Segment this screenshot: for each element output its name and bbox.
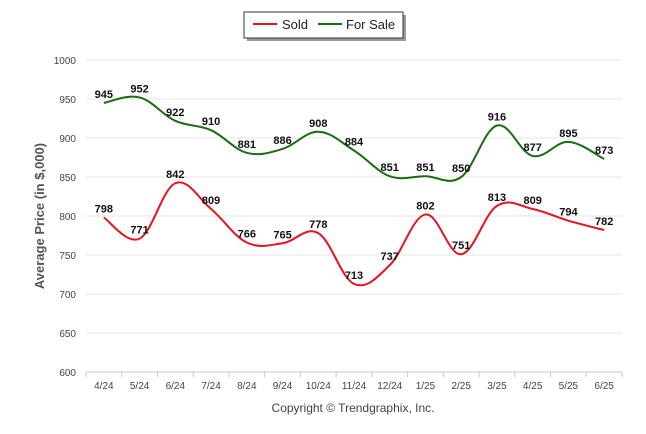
x-tick-label: 3/25 [487,381,507,392]
x-tick-labels: 4/24 5/24 6/24 7/24 8/24 9/24 10/24 11/24 12/24 1… [85,371,623,392]
data-point-for-sale [102,101,106,105]
data-label-for-sale: 916 [488,112,506,124]
series-line-for-sale [103,95,605,182]
data-label-sold: 713 [345,270,363,282]
data-point-sold [316,231,320,235]
data-label-for-sale: 884 [345,136,364,148]
data-point-sold [531,207,535,211]
data-label-sold: 809 [523,195,541,207]
data-point-sold [566,219,570,223]
data-label-for-sale: 895 [559,128,577,140]
x-tick-label: 6/24 [166,381,186,392]
data-point-for-sale [209,128,213,132]
y-tick-label: 850 [59,173,76,184]
series-line-sold [103,181,605,287]
data-label-sold: 737 [381,251,399,263]
data-label-for-sale: 945 [95,89,113,101]
data-label-for-sale: 850 [452,163,470,175]
x-tick-label: 8/24 [237,381,257,392]
data-point-for-sale [423,174,427,178]
y-tick-label: 700 [59,290,76,301]
x-tick-label: 5/25 [559,381,579,392]
legend: Sold For Sale [243,11,406,41]
data-point-sold [138,237,142,241]
data-label-for-sale: 873 [595,145,613,157]
legend-label-sold: Sold [282,17,308,32]
data-label-for-sale: 851 [416,162,434,174]
y-tick-label: 600 [59,368,76,379]
data-point-for-sale [388,174,392,178]
data-point-sold [423,212,427,216]
data-label-sold: 778 [309,219,327,231]
data-label-sold: 802 [416,200,434,212]
data-label-sold: 765 [273,229,291,241]
data-point-for-sale [459,175,463,179]
data-point-sold [173,181,177,185]
data-label-sold: 771 [130,225,148,237]
data-point-sold [352,282,356,286]
data-point-for-sale [281,147,285,151]
data-point-sold [388,263,392,267]
data-label-for-sale: 910 [202,116,220,128]
data-label-for-sale: 922 [166,107,184,119]
x-tick-label: 6/25 [594,381,614,392]
y-tick-label: 800 [59,212,76,223]
data-point-for-sale [566,140,570,144]
y-tick-label: 650 [59,329,76,340]
data-point-for-sale [173,119,177,123]
data-label-sold: 809 [202,195,220,207]
data-label-for-sale: 881 [238,139,256,151]
data-point-sold [102,216,106,220]
y-tick-label: 1000 [54,56,77,67]
y-tick-labels: 600 650 700 750 800 850 900 950 1000 [54,56,77,379]
data-label-sold: 751 [452,240,470,252]
data-label-for-sale: 908 [309,118,327,130]
data-label-sold: 813 [488,192,506,204]
data-point-for-sale [495,124,499,128]
data-point-sold [245,241,249,245]
data-label-for-sale: 886 [273,135,291,147]
data-point-for-sale [531,154,535,158]
copyright-footer: Copyright © Trendgraphix, Inc. [272,401,435,415]
data-point-sold [209,207,213,211]
data-label-sold: 782 [595,216,613,228]
data-point-for-sale [316,130,320,134]
y-axis-label: Average Price (in $,000) [32,143,47,289]
data-point-sold [495,204,499,208]
x-tick-label: 5/24 [130,381,150,392]
data-point-for-sale [352,148,356,152]
data-label-for-sale: 851 [381,162,399,174]
y-tick-label: 900 [59,134,76,145]
data-point-for-sale [245,151,249,155]
y-tick-label: 950 [59,95,76,106]
x-tick-label: 2/25 [451,381,471,392]
data-label-sold: 766 [238,229,256,241]
data-label-sold: 842 [166,169,184,181]
data-point-for-sale [138,95,142,99]
legend-label-for-sale: For Sale [346,17,395,32]
data-point-for-sale [602,157,606,161]
x-tick-label: 4/24 [94,381,114,392]
x-tick-label: 11/24 [342,381,367,392]
y-tick-label: 750 [59,251,76,262]
data-labels: 798 771 842 809 766 765 778 713 737 802 751 813 809 7… [95,83,614,281]
series-lines [102,95,606,287]
x-tick-label: 1/25 [416,381,436,392]
data-label-for-sale: 952 [130,83,148,95]
data-point-sold [459,252,463,256]
x-tick-label: 4/25 [523,381,543,392]
data-point-sold [602,228,606,232]
x-tick-label: 10/24 [306,381,331,392]
data-point-sold [281,241,285,245]
x-tick-label: 9/24 [273,381,293,392]
x-tick-label: 7/24 [201,381,221,392]
data-label-for-sale: 877 [523,142,541,154]
data-label-sold: 794 [559,207,578,219]
x-tick-label: 12/24 [377,381,402,392]
data-label-sold: 798 [95,204,113,216]
grid-lines [86,59,622,373]
